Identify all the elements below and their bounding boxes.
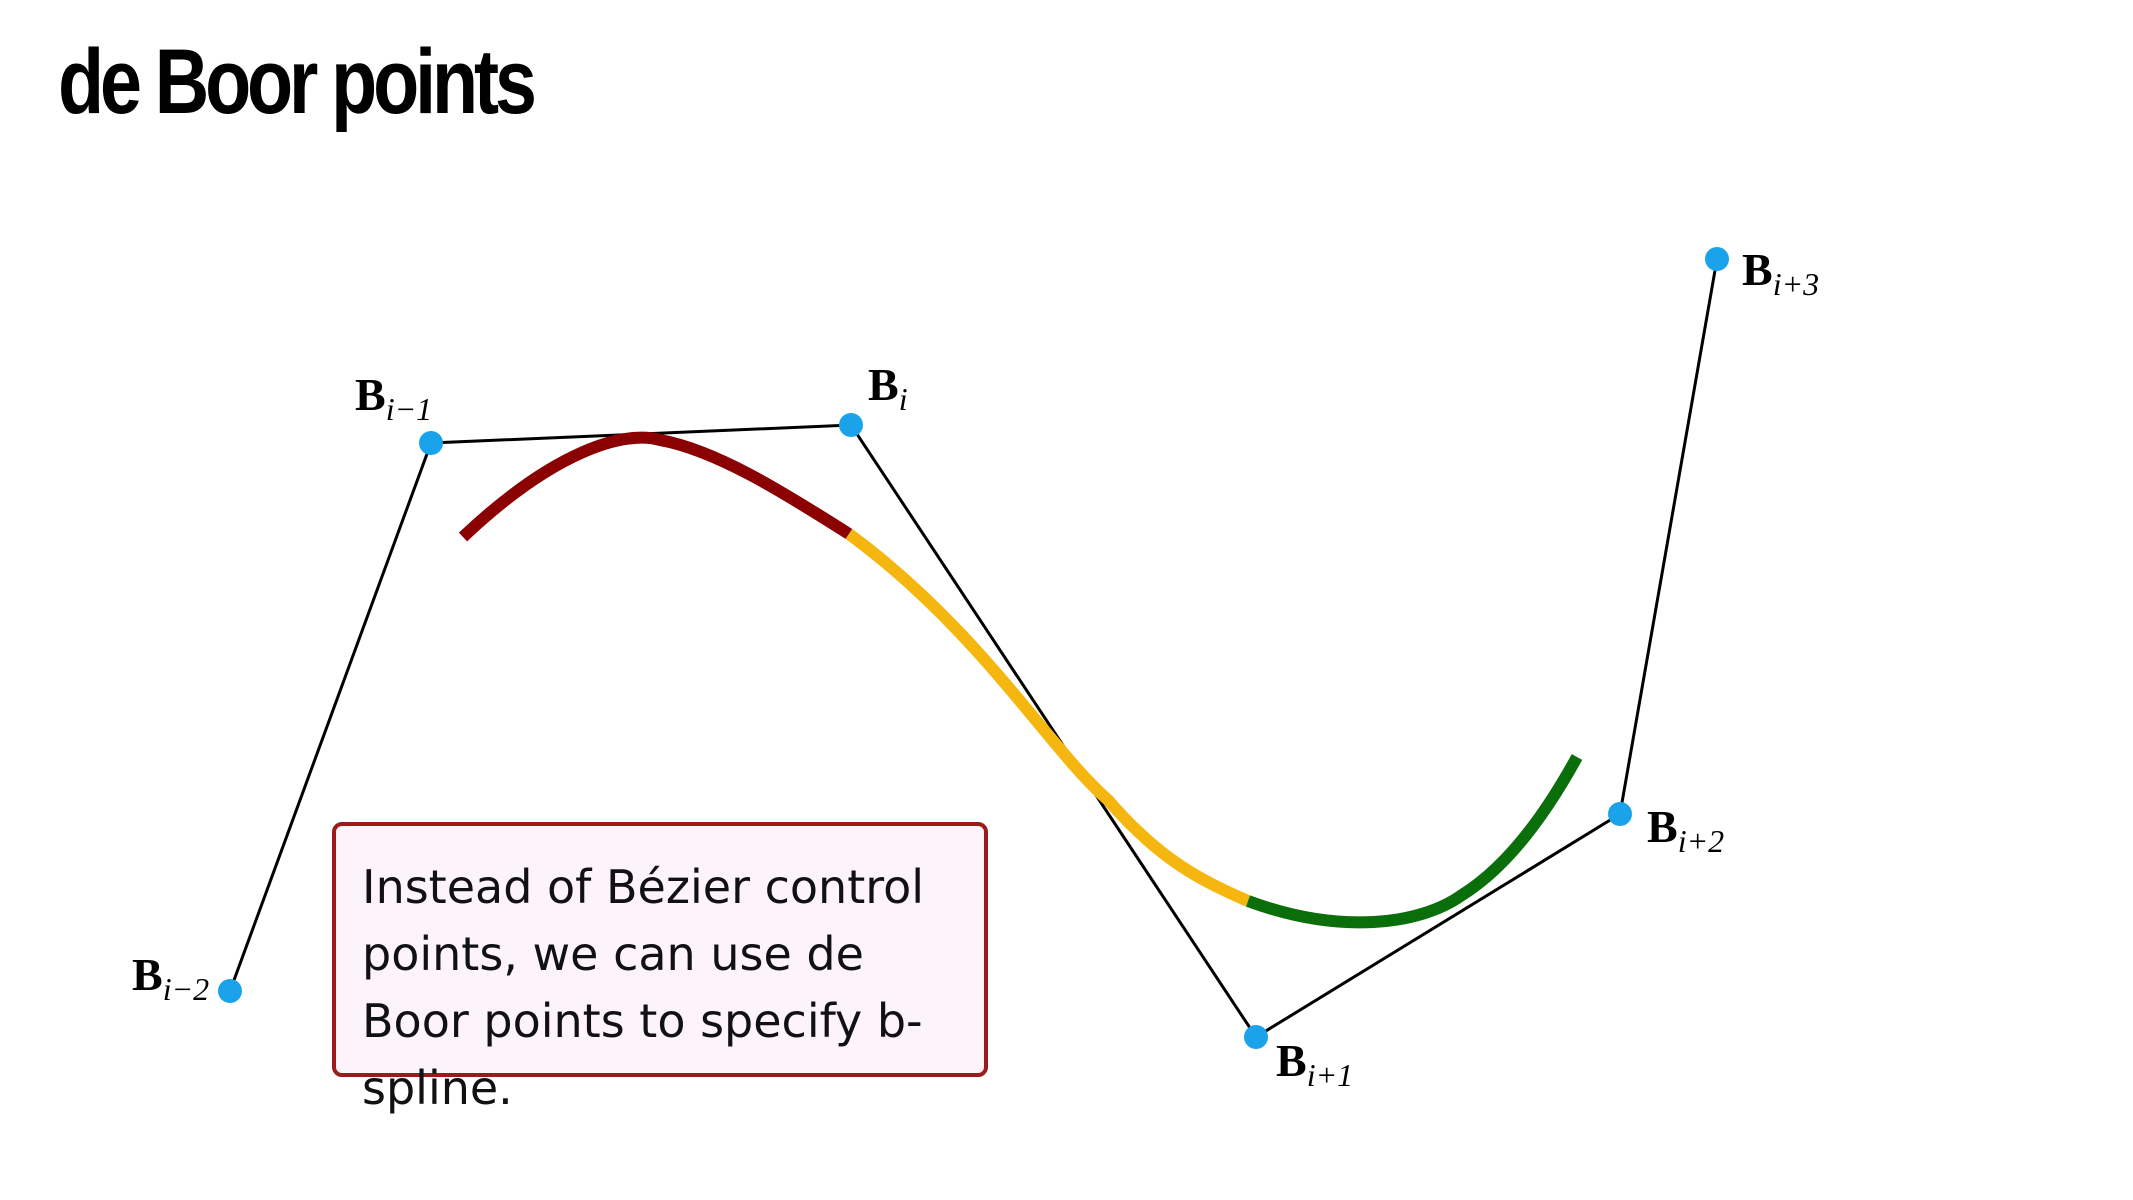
label-b-i-plus-2: Bi+2 <box>1647 801 1724 859</box>
point-b-i-plus-2 <box>1608 802 1632 826</box>
label-b-i-plus-3: Bi+3 <box>1742 244 1819 302</box>
control-polygon <box>228 258 1719 1040</box>
label-b-i: Bi <box>868 359 908 417</box>
spline-segment-3 <box>1245 754 1583 929</box>
point-b-i-plus-1 <box>1244 1025 1268 1049</box>
label-b-i-minus-1: Bi−1 <box>355 369 432 427</box>
slide-title: de Boor points <box>58 31 537 133</box>
spline-segment-2 <box>845 529 1251 907</box>
point-b-i-minus-2 <box>218 979 242 1003</box>
note-box: Instead of Bézier control points, we can… <box>332 822 988 1115</box>
point-b-i <box>839 413 863 437</box>
label-b-i-plus-1: Bi+1 <box>1276 1035 1353 1093</box>
label-b-i-minus-2: Bi−2 <box>132 949 209 1007</box>
point-b-i-plus-3 <box>1705 247 1729 271</box>
spline-segment-1 <box>458 431 853 542</box>
point-b-i-minus-1 <box>419 431 443 455</box>
note-text: Instead of Bézier control points, we can… <box>362 860 925 1115</box>
